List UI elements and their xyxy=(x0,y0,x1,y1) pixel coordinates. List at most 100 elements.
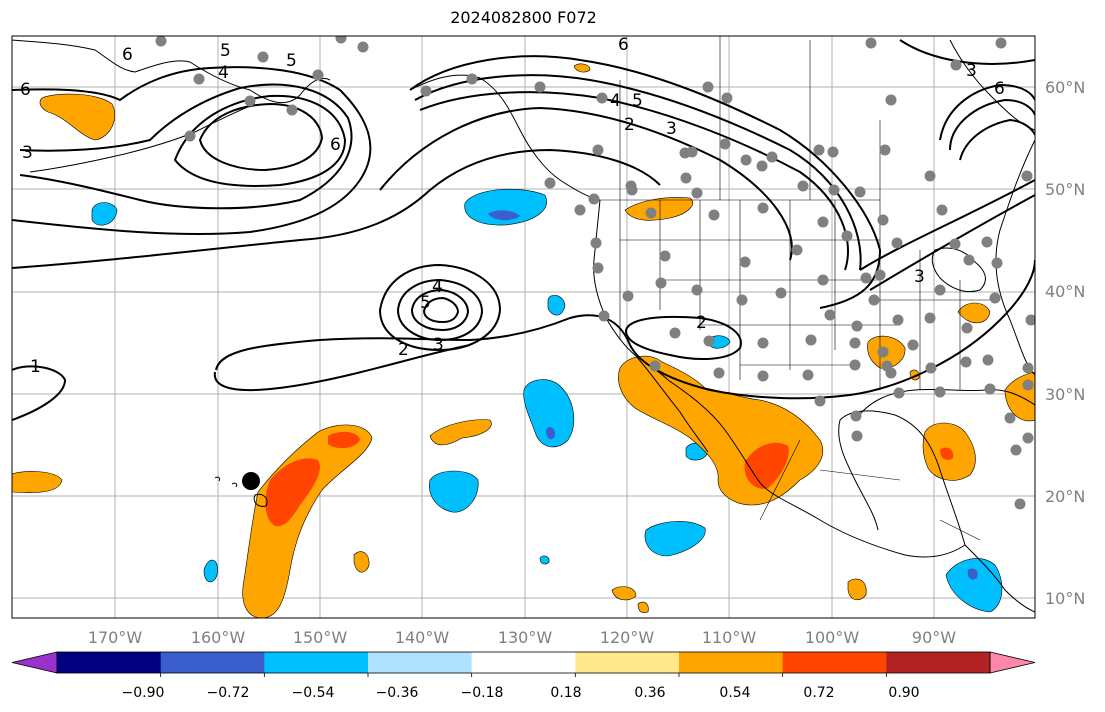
station-dot xyxy=(874,269,886,281)
station-dot xyxy=(854,186,866,198)
station-dot xyxy=(828,184,840,196)
colorbar-segment xyxy=(886,652,991,673)
alaska-coast xyxy=(12,39,331,104)
map-frame xyxy=(11,35,1036,619)
contour-aleutian-low-outer xyxy=(12,66,372,236)
longitude-axis: 170°W 160°W 150°W 140°W 130°W 120°W 110°… xyxy=(88,628,956,647)
contour-southwest-low xyxy=(625,315,742,360)
station-dot xyxy=(592,144,604,156)
colorbar-tick-label: −0.90 xyxy=(122,685,165,701)
station-dot xyxy=(193,73,205,85)
map-area xyxy=(12,36,1035,618)
colorbar-segment xyxy=(57,652,162,673)
station-dot xyxy=(868,294,880,306)
contour-label: 4 xyxy=(610,91,621,111)
lon-tick-label: 140°W xyxy=(395,628,450,647)
station-dot xyxy=(655,277,667,289)
station-dot xyxy=(335,36,347,44)
station-dot xyxy=(827,146,839,158)
colorbar-tick-label: 0.72 xyxy=(803,685,834,701)
station-dot xyxy=(739,256,751,268)
contour-label: 3 xyxy=(22,143,33,163)
pos-region-date-line xyxy=(12,471,63,493)
station-dot xyxy=(669,327,681,339)
station-dot xyxy=(791,244,803,256)
colorbar-tick-label: −0.54 xyxy=(292,685,335,701)
station-dot xyxy=(766,151,778,163)
station-dot xyxy=(805,334,817,346)
station-dot xyxy=(703,335,715,347)
contour-aleutian-low-3 xyxy=(173,94,347,187)
station-dot xyxy=(891,237,903,249)
lon-tick-label: 170°W xyxy=(88,628,143,647)
contour-label: 3 xyxy=(914,267,925,287)
contour-label: 3 xyxy=(966,61,977,81)
station-dot xyxy=(155,36,167,47)
contour-east-low-outer xyxy=(213,344,471,392)
station-dot xyxy=(849,337,861,349)
station-dot xyxy=(686,146,698,158)
station-dot xyxy=(989,292,1001,304)
hawaii-marker xyxy=(242,472,260,490)
colorbar-segment xyxy=(782,652,887,673)
neg-core-central-pacific xyxy=(546,427,556,440)
station-dot xyxy=(907,339,919,351)
station-dot xyxy=(851,320,863,332)
colorbar xyxy=(11,651,1036,677)
contour-label: 1 xyxy=(30,357,41,377)
contour-label: 3 xyxy=(666,119,677,139)
station-dot xyxy=(757,337,769,349)
station-dot xyxy=(590,237,602,249)
pos-region-mississippi xyxy=(957,302,991,324)
station-dot xyxy=(775,287,787,299)
great-lakes xyxy=(931,247,986,293)
lat-tick-label: 30°N xyxy=(1045,385,1085,404)
station-dot xyxy=(817,274,829,286)
station-dot xyxy=(877,214,889,226)
station-dot xyxy=(802,369,814,381)
contour-northeast-2 xyxy=(859,179,1035,271)
station-dot xyxy=(622,290,634,302)
station-dot xyxy=(950,59,962,71)
lon-tick-label: 160°W xyxy=(191,628,246,647)
us-gulf-coast xyxy=(854,388,1035,421)
station-dot xyxy=(797,180,809,192)
station-dot xyxy=(991,257,1003,269)
station-dot xyxy=(963,254,975,266)
station-dot xyxy=(659,250,671,262)
neg-region-central-america xyxy=(945,558,1003,613)
station-dot xyxy=(756,160,768,172)
lat-tick-label: 40°N xyxy=(1045,282,1085,301)
station-dot xyxy=(588,193,600,205)
colorbar-tick-label: 0.54 xyxy=(719,685,750,701)
station-dot xyxy=(879,144,891,156)
lon-tick-label: 130°W xyxy=(498,628,553,647)
contour-aleutian-low-2 xyxy=(19,83,353,210)
contour-label: 2 xyxy=(398,340,409,360)
lat-tick-label: 20°N xyxy=(1045,487,1085,506)
lat-tick-label: 60°N xyxy=(1045,78,1085,97)
lon-tick-label: 90°W xyxy=(912,628,956,647)
station-dot xyxy=(960,356,972,368)
station-dot xyxy=(885,367,897,379)
contour-northeast-high-1 xyxy=(939,83,1035,141)
station-dot xyxy=(721,92,733,104)
colorbar-tick-label: −0.36 xyxy=(376,685,419,701)
station-dot xyxy=(1022,362,1034,374)
colorbar-segment xyxy=(575,652,680,673)
station-dot xyxy=(544,177,556,189)
station-dot xyxy=(936,204,948,216)
contour-ridge-4 xyxy=(379,106,793,261)
gulf-coast xyxy=(838,410,966,546)
station-dot xyxy=(757,202,769,214)
contour-label: 4 xyxy=(432,277,443,297)
neg-region-hawaii-sw xyxy=(203,559,218,583)
map-title: 2024082800 F072 xyxy=(450,8,597,27)
contour-label: 4 xyxy=(218,63,229,83)
lon-tick-label: 110°W xyxy=(702,628,757,647)
contour-pacific-low-3 xyxy=(410,288,470,332)
contour-label: 2 xyxy=(624,115,635,135)
pos-region-tropical-3 xyxy=(637,601,649,614)
station-dot xyxy=(691,284,703,296)
station-dot xyxy=(736,294,748,306)
